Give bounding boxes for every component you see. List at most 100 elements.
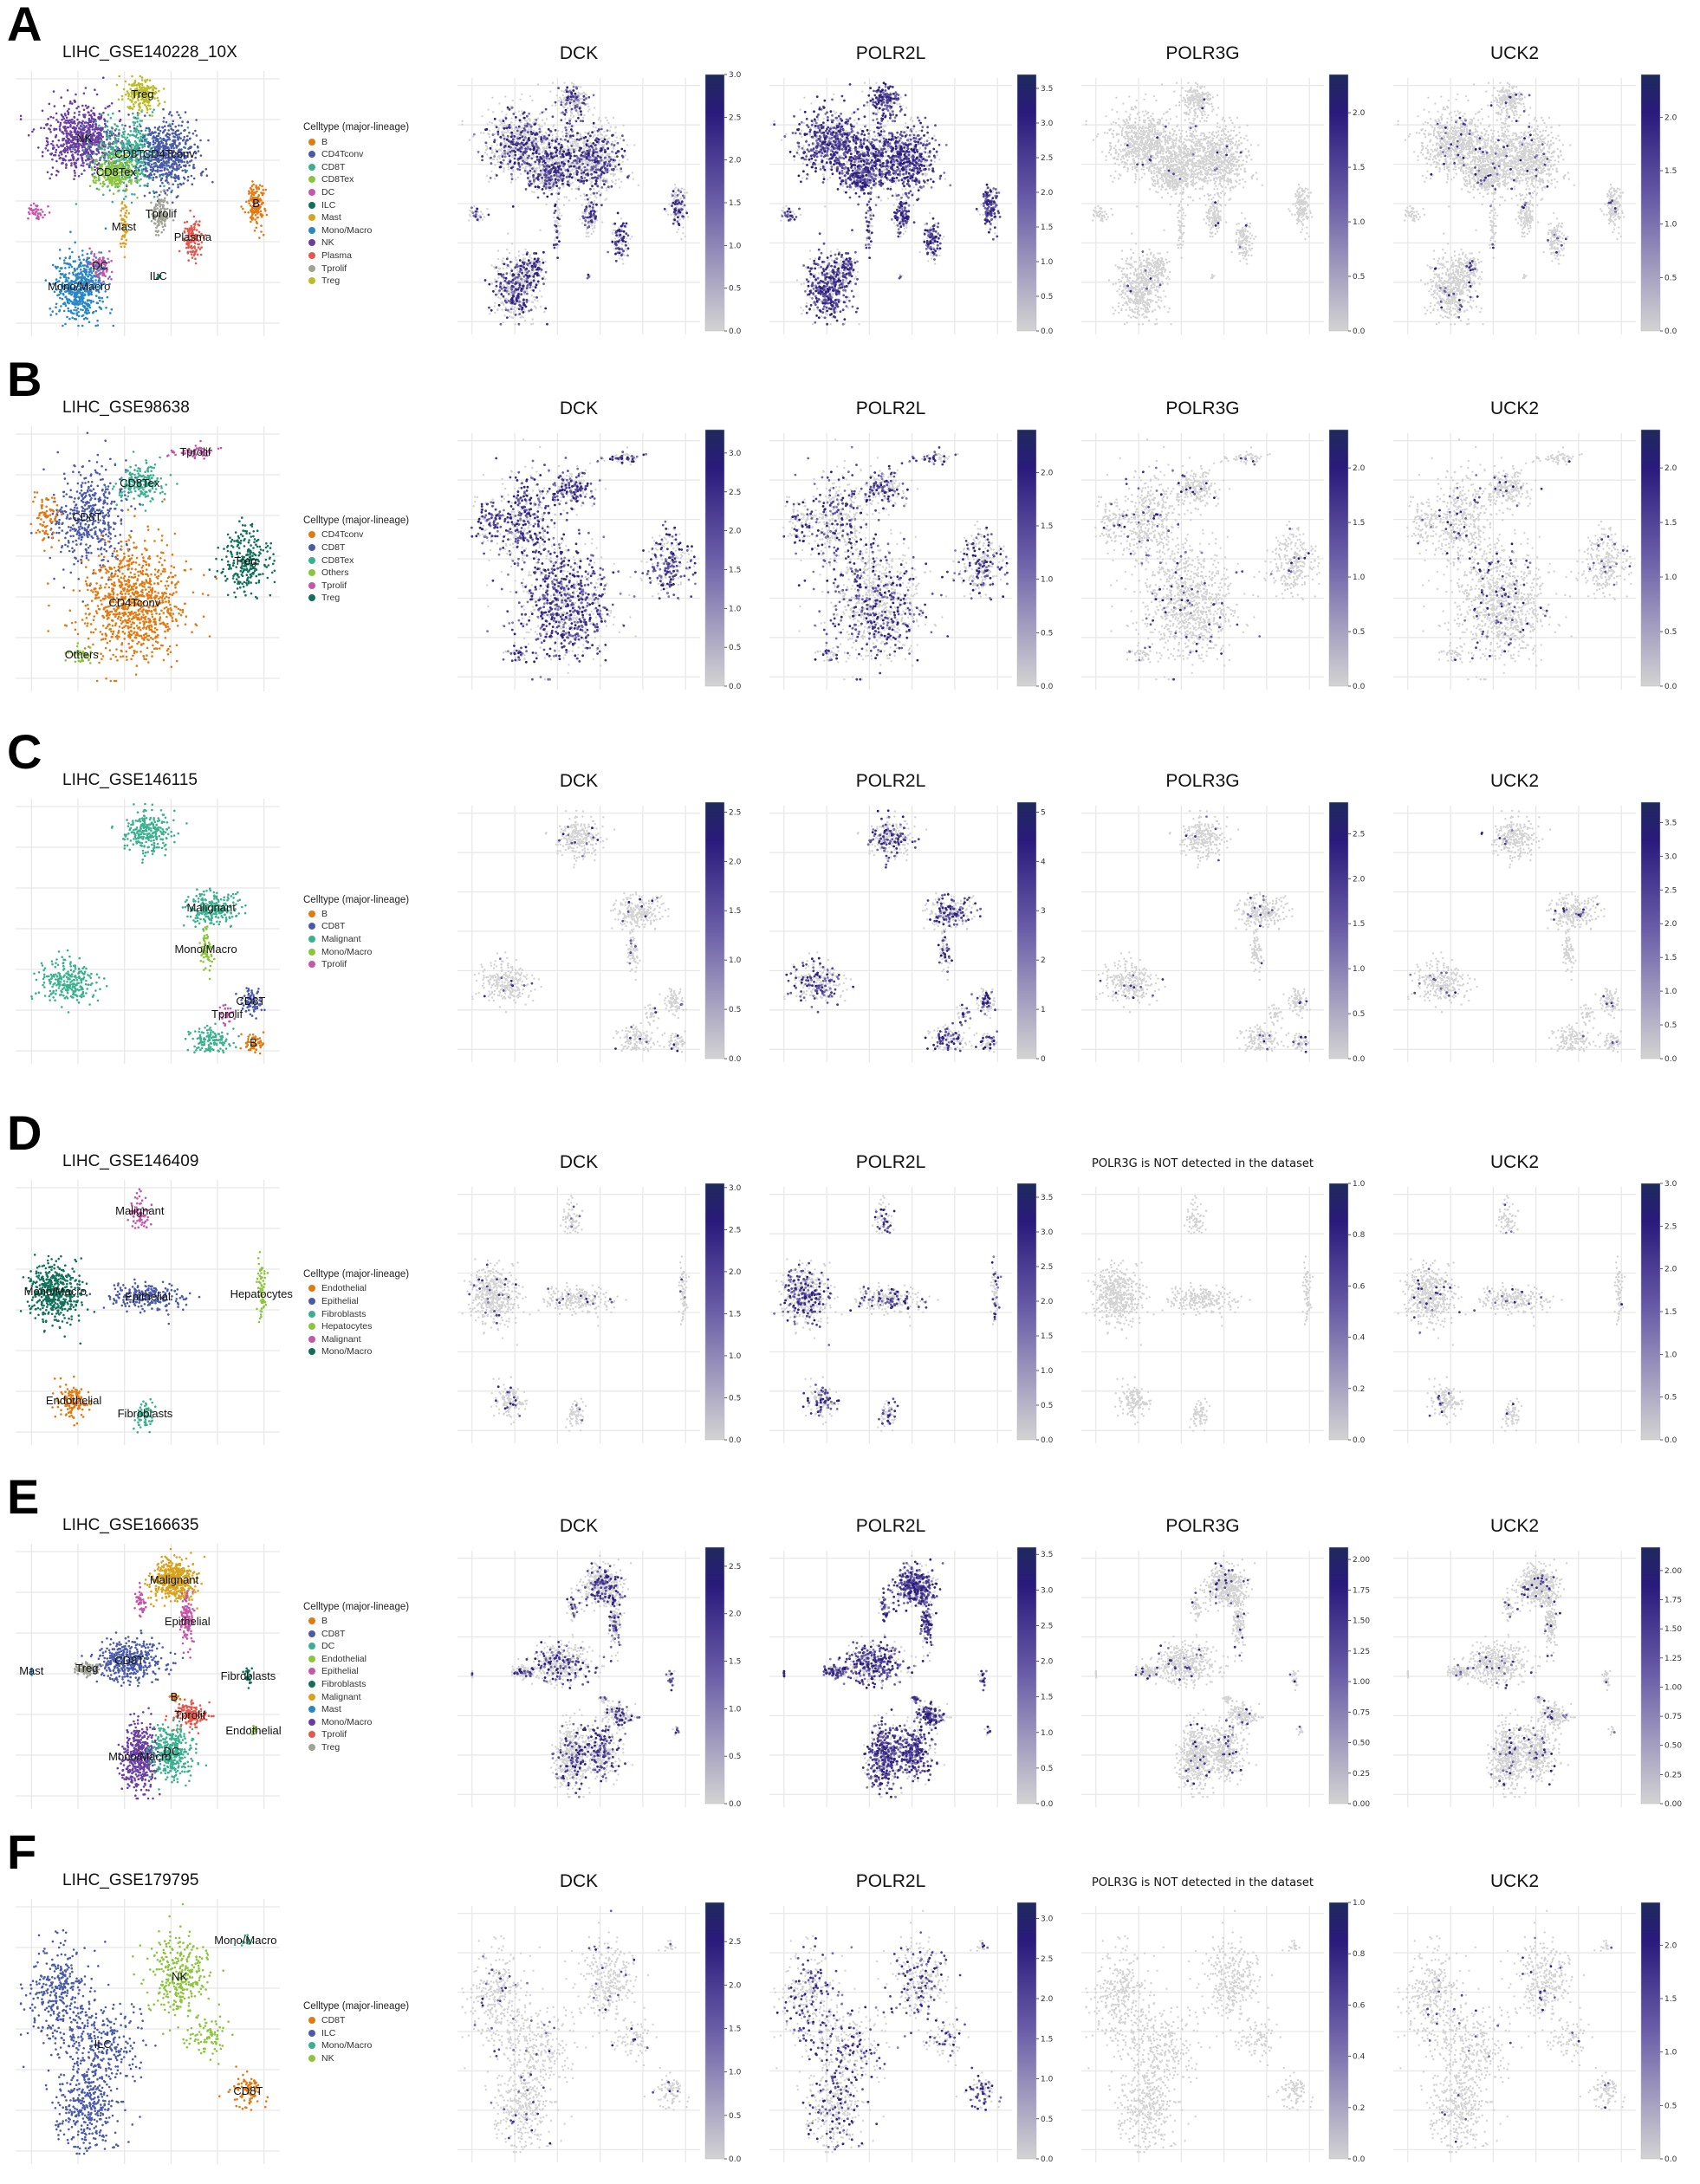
cell-point	[167, 148, 171, 151]
expression-point	[536, 140, 539, 143]
cell-point	[152, 190, 155, 192]
cell-point	[169, 143, 172, 146]
expression-point	[541, 130, 543, 133]
cell-point	[73, 142, 76, 146]
cell-point	[139, 86, 141, 89]
cell-point	[83, 169, 86, 172]
cell-point	[88, 117, 91, 120]
cell-point	[80, 124, 82, 127]
expression-point	[590, 150, 593, 152]
cell-point	[99, 182, 102, 185]
cell-point	[178, 133, 181, 136]
cell-point	[64, 155, 68, 158]
cell-point	[198, 243, 200, 246]
cell-point	[130, 171, 133, 173]
cell-point	[146, 140, 150, 144]
expression-point	[579, 133, 582, 136]
cell-point	[154, 169, 157, 172]
expression-point	[516, 133, 519, 136]
expression-point	[609, 172, 613, 176]
cell-point	[157, 215, 160, 217]
expression-point	[493, 158, 496, 161]
cell-point	[125, 172, 127, 174]
expression-point	[684, 235, 686, 238]
cell-point	[155, 157, 159, 159]
expression-point	[538, 125, 541, 127]
cell-point	[61, 284, 63, 288]
cell-point	[84, 282, 88, 284]
cell-point	[138, 112, 140, 115]
cell-point	[197, 246, 200, 249]
cell-point	[107, 261, 110, 263]
cell-point	[58, 269, 62, 273]
expression-point	[550, 159, 553, 161]
cell-point	[183, 157, 186, 159]
cell-point	[150, 91, 153, 94]
cell-point	[154, 204, 158, 208]
cell-point	[166, 135, 169, 139]
cell-point	[183, 135, 186, 139]
cell-point	[108, 134, 112, 138]
cell-point	[248, 202, 250, 204]
expression-point	[542, 139, 546, 142]
cell-point	[170, 191, 172, 193]
cell-point	[92, 132, 95, 135]
cluster-label: NK	[76, 132, 92, 145]
cell-point	[121, 135, 124, 139]
cell-point	[123, 256, 127, 259]
cell-point	[136, 125, 139, 128]
cell-point	[62, 273, 64, 275]
cell-point	[33, 212, 36, 216]
cell-point	[126, 168, 128, 171]
legend-label: Tprolif	[321, 263, 347, 274]
expression-point	[571, 168, 574, 171]
cell-point	[81, 125, 85, 128]
expression-point	[570, 137, 574, 140]
legend-item: DC	[303, 186, 409, 199]
expression-point	[592, 126, 594, 128]
cell-point	[75, 312, 78, 314]
cell-point	[101, 260, 104, 262]
cell-point	[118, 147, 120, 151]
cell-point	[88, 268, 91, 271]
expression-point	[626, 159, 629, 161]
cell-point	[157, 132, 160, 135]
cell-point	[52, 116, 55, 120]
legend-label: Mono/Macro	[321, 225, 372, 236]
expression-point	[580, 86, 582, 88]
cell-point	[147, 87, 151, 90]
expression-point	[529, 172, 532, 175]
cell-point	[94, 279, 97, 282]
cell-point	[140, 158, 142, 160]
cell-point	[111, 177, 114, 179]
cell-point	[92, 264, 94, 267]
cell-point	[171, 201, 174, 204]
cell-point	[156, 169, 159, 172]
cell-point	[134, 101, 137, 104]
cell-point	[60, 289, 63, 293]
cell-point	[90, 291, 93, 294]
cell-point	[172, 219, 175, 222]
cell-point	[94, 139, 97, 141]
cell-point	[128, 176, 132, 178]
cell-point	[88, 165, 91, 169]
expression-point	[577, 185, 581, 188]
cell-point	[181, 120, 184, 123]
cell-point	[65, 132, 68, 135]
cell-point	[55, 112, 58, 115]
cell-point	[40, 208, 42, 211]
cell-point	[118, 185, 120, 188]
cell-point	[73, 99, 76, 102]
cell-point	[165, 193, 169, 197]
cell-point	[60, 96, 62, 99]
expression-point	[605, 140, 607, 144]
cell-point	[81, 301, 85, 304]
expression-point	[503, 121, 506, 125]
expression-point	[587, 105, 590, 108]
cell-point	[182, 152, 185, 154]
cell-point	[113, 166, 116, 170]
cell-point	[55, 302, 58, 306]
cell-point	[85, 265, 88, 268]
expression-point	[555, 136, 558, 139]
cell-point	[128, 107, 132, 110]
